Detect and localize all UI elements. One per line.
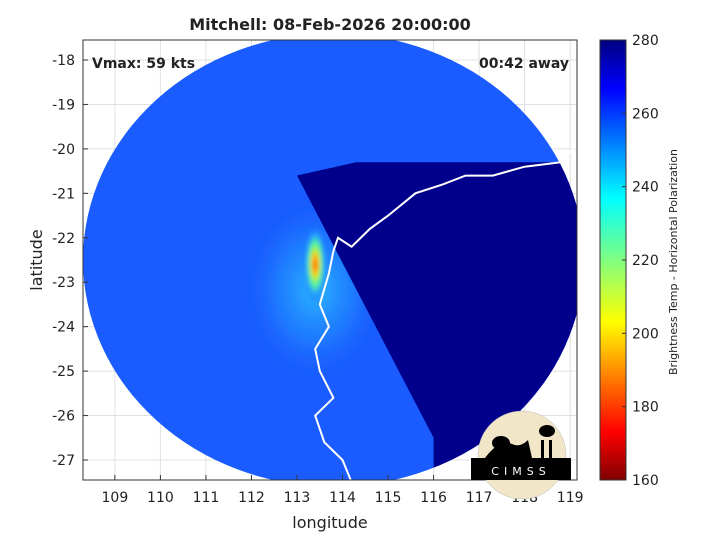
colorbar-tick-labels: 280 260 240 220 200 180 160 — [622, 33, 659, 489]
x-tick-label: 110 — [147, 490, 174, 506]
y-tick-label: -19 — [52, 97, 75, 113]
x-tick-label: 109 — [102, 490, 129, 506]
y-tick-label: -23 — [52, 275, 75, 291]
colorbar-tick-label: 280 — [632, 33, 659, 49]
colorbar-tick-label: 240 — [632, 180, 659, 196]
axes-frame — [82, 39, 578, 481]
y-tick-label: -20 — [52, 142, 75, 158]
x-tick-label: 112 — [238, 490, 265, 506]
x-tick-label: 119 — [557, 490, 584, 506]
y-tick-label: -27 — [52, 453, 75, 469]
x-axis-label: longitude — [292, 513, 367, 532]
y-tick-label: -18 — [52, 53, 75, 69]
colorbar-label: Brightness Temp - Horizontal Polarizatio… — [667, 149, 680, 375]
logo-text: CIMSS — [491, 465, 550, 478]
colorbar — [599, 39, 627, 481]
x-tick-label: 117 — [466, 490, 493, 506]
chart-title: Mitchell: 08-Feb-2026 20:00:00 — [189, 15, 471, 34]
y-tick-label: -26 — [52, 409, 75, 425]
y-tick-label: -21 — [52, 186, 75, 202]
y-tick-label: -25 — [52, 364, 75, 380]
colorbar-tick-label: 200 — [632, 326, 659, 342]
y-tick-label: -24 — [52, 320, 75, 336]
x-tick-label: 111 — [193, 490, 220, 506]
colorbar-tick-label: 160 — [632, 473, 659, 489]
vmax-annotation: Vmax: 59 kts — [92, 56, 195, 72]
x-tick-label: 113 — [284, 490, 311, 506]
colorbar-tick-label: 260 — [632, 106, 659, 122]
cimss-logo: CIMSS — [471, 410, 571, 500]
y-tick-labels: -18 -19 -20 -21 -22 -23 -24 -25 -26 -27 — [52, 53, 88, 469]
x-tick-label: 115 — [375, 490, 402, 506]
storm-core — [303, 224, 328, 305]
x-tick-label: 116 — [420, 490, 447, 506]
y-tick-label: -22 — [52, 231, 75, 247]
colorbar-tick-label: 180 — [632, 400, 659, 416]
colorbar-tick-label: 220 — [632, 253, 659, 269]
y-axis-label: latitude — [27, 229, 46, 290]
time-away-annotation: 00:42 away — [479, 56, 569, 72]
coastline — [314, 143, 577, 480]
x-tick-label: 114 — [329, 490, 356, 506]
